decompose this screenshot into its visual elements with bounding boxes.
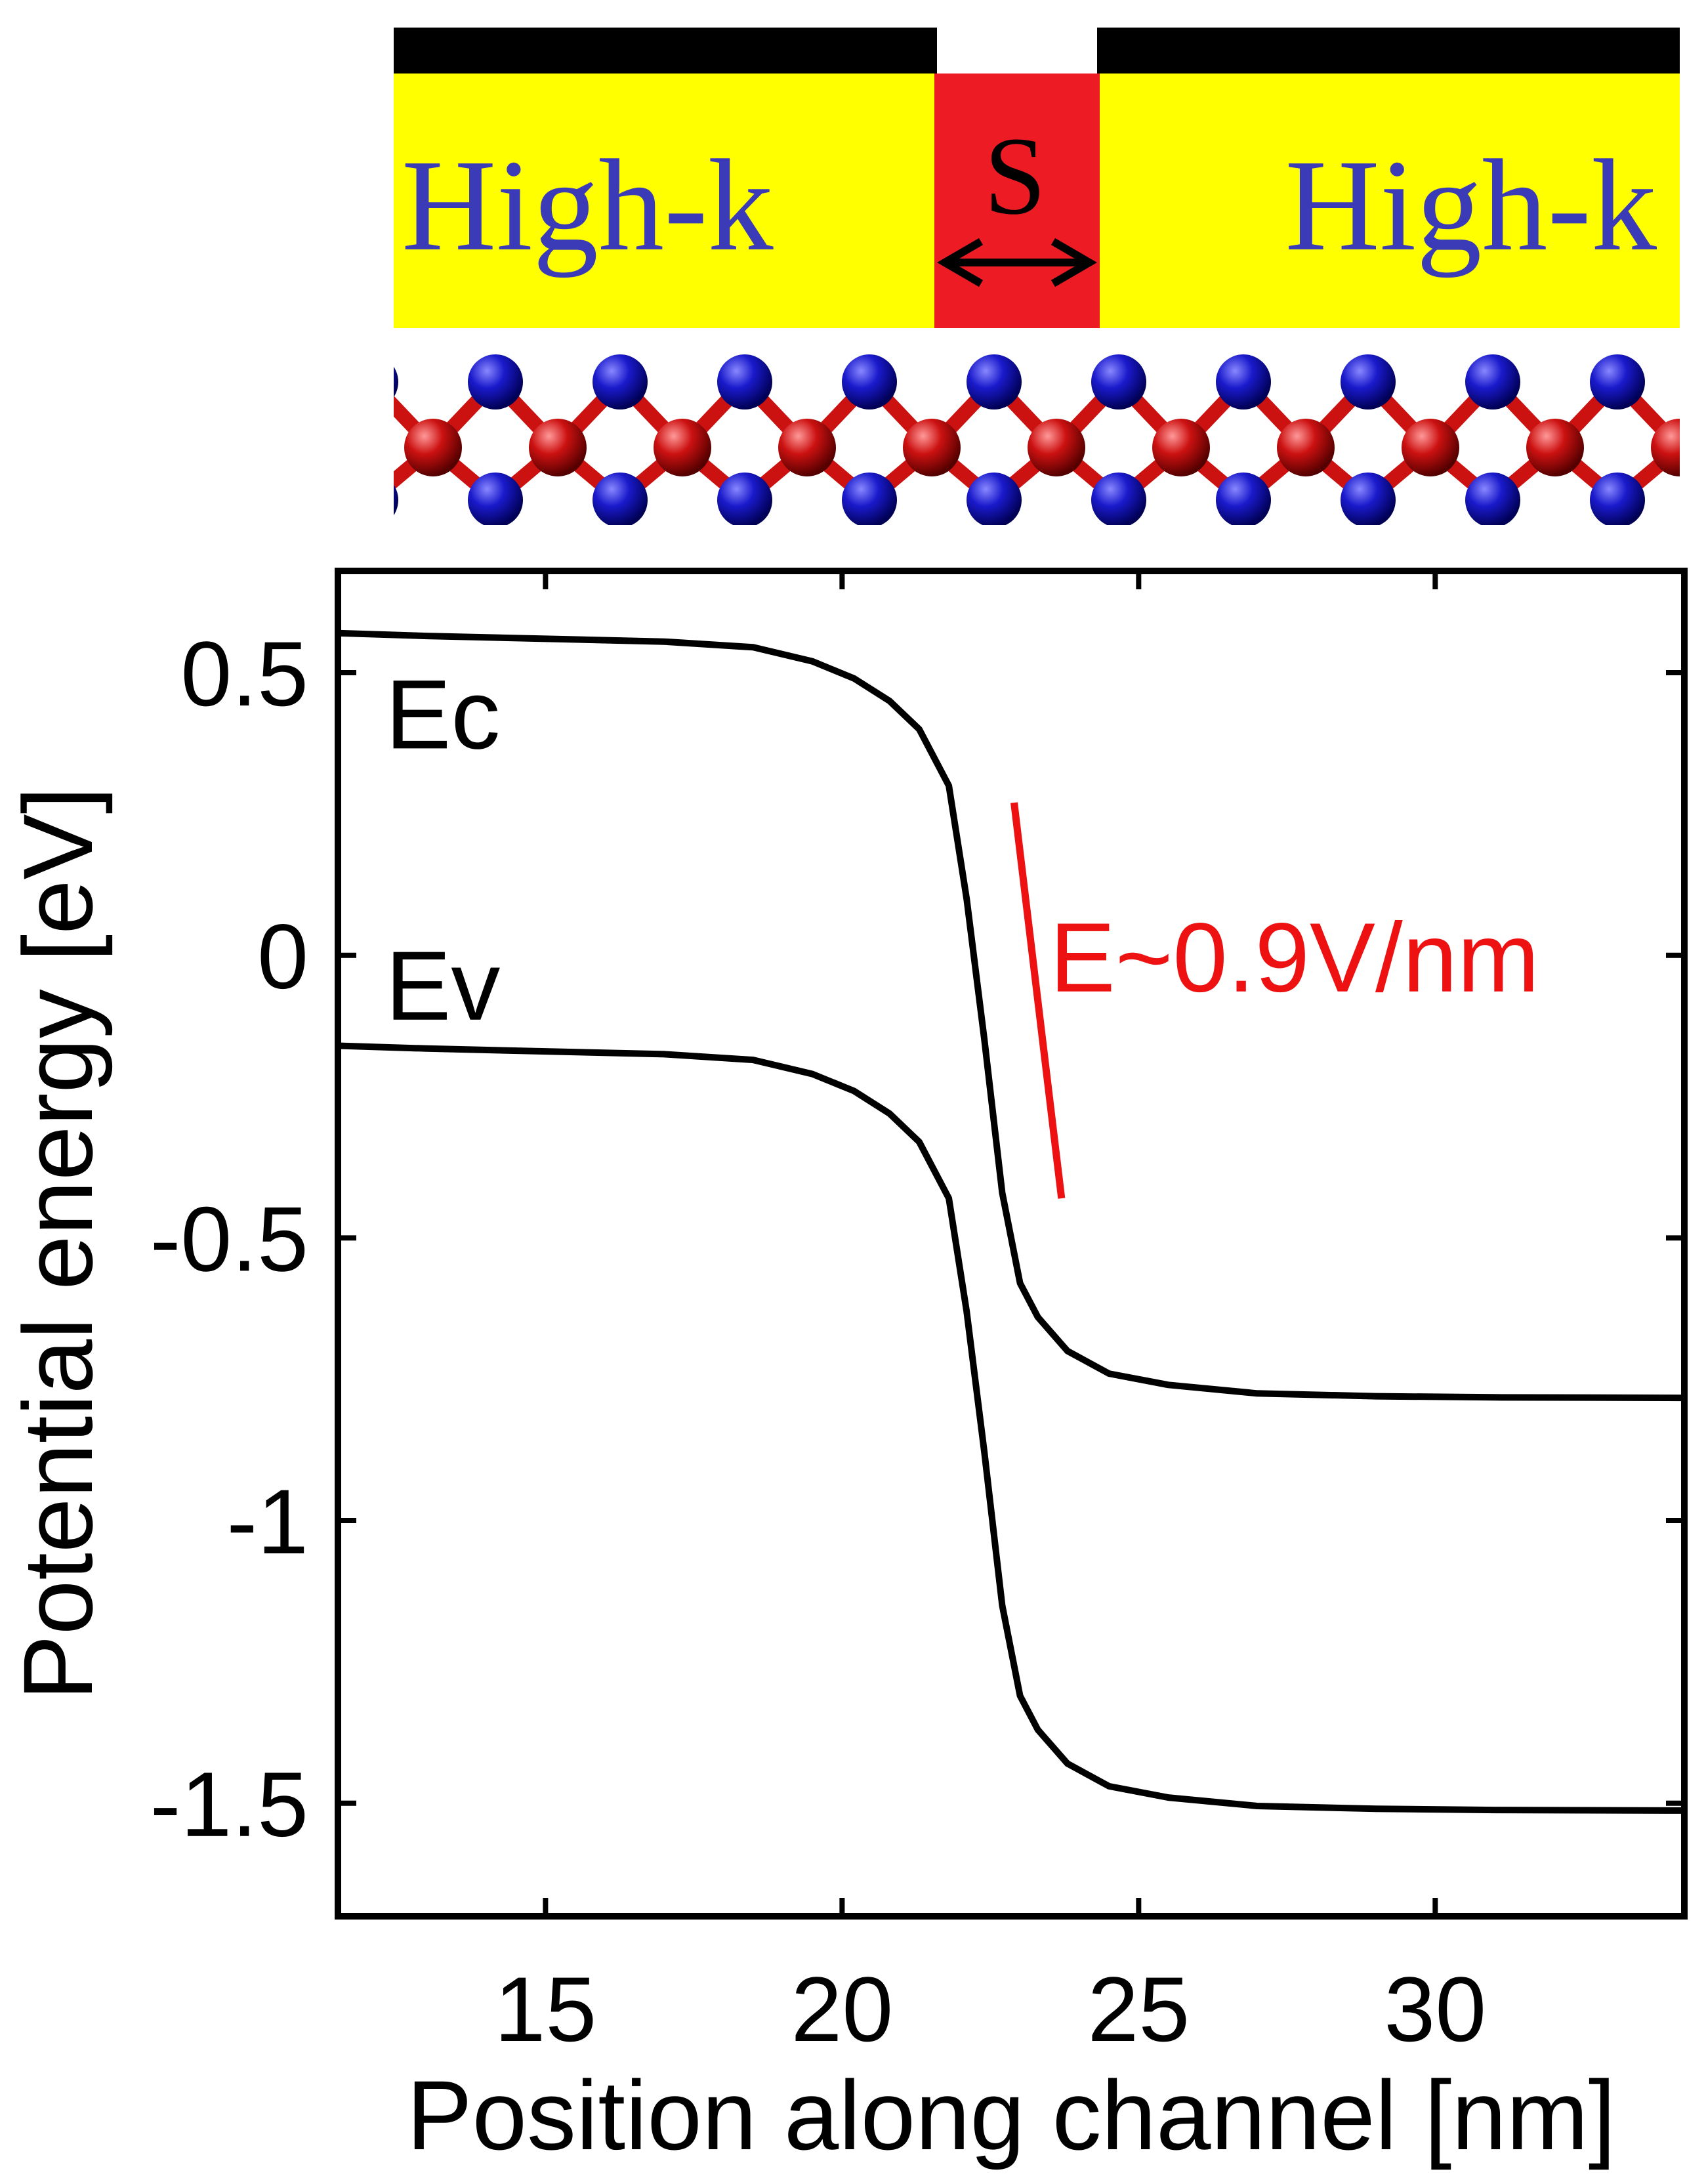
metal-atom	[1028, 419, 1085, 476]
series-line-ev	[337, 1042, 1685, 1814]
chalcogen-atom	[1341, 472, 1396, 525]
metal-atom	[654, 419, 711, 476]
band-diagram-plot: 15 20 25 30 0.5 0 -0.5 -1 -1.5 Ec Ev E~0.9V/nm Pos…	[3, 568, 1688, 2170]
chalcogen-atom	[717, 354, 772, 410]
annotation-label: Ev	[385, 931, 500, 1041]
x-tick-label: 20	[791, 1958, 894, 2061]
metal-atom	[1402, 419, 1459, 476]
high-k-right-label: High-k	[1285, 133, 1657, 278]
axis-tick-labels: 15 20 25 30 0.5 0 -0.5 -1 -1.5	[150, 622, 1486, 2061]
chalcogen-atom	[1590, 472, 1645, 525]
chalcogen-atom	[593, 354, 648, 410]
chalcogen-atom	[1590, 354, 1645, 410]
axis-ticks	[338, 571, 1684, 1916]
high-k-left-region	[394, 74, 934, 328]
y-axis-label: Potential energy [eV]	[3, 787, 113, 1701]
annotation-label: Ec	[385, 659, 500, 769]
y-tick-label: -1	[227, 1470, 308, 1573]
metal-atom	[280, 419, 337, 476]
x-axis-label: Position along channel [nm]	[407, 2060, 1616, 2170]
chalcogen-atom	[593, 472, 648, 525]
metal-atom	[1152, 419, 1210, 476]
chalcogen-atom	[967, 472, 1022, 525]
spacer-label: S	[984, 114, 1047, 238]
chalcogen-atom	[1216, 472, 1271, 525]
spacer-width-arrow	[937, 238, 1097, 287]
y-tick-label: -0.5	[150, 1187, 308, 1290]
mos2-lattice	[280, 354, 1680, 525]
series-line-ec	[337, 629, 1685, 1402]
chalcogen-atom	[1091, 472, 1146, 525]
chalcogen-atom	[1091, 354, 1146, 410]
metal-atom	[1277, 419, 1335, 476]
y-tick-label: -1.5	[150, 1753, 308, 1856]
spacer-region	[934, 74, 1100, 328]
plot-frame	[335, 568, 1688, 1920]
gate-metal-right	[1097, 28, 1680, 74]
chalcogen-atom	[842, 354, 897, 410]
metal-atom	[404, 419, 462, 476]
chalcogen-atom	[394, 484, 398, 516]
chalcogen-atom	[1465, 354, 1520, 410]
data-series	[337, 629, 1685, 1814]
metal-atom	[529, 419, 587, 476]
chalcogen-atom	[1465, 472, 1520, 525]
chalcogen-atom	[717, 472, 772, 525]
chalcogen-atom	[1216, 354, 1271, 410]
chalcogen-atom	[468, 472, 523, 525]
y-tick-label: 0.5	[180, 622, 308, 725]
metal-atom	[1651, 419, 1680, 476]
x-tick-label: 15	[495, 1958, 597, 2061]
field-slope-line	[1010, 802, 1066, 1199]
high-k-left-label: High-k	[402, 133, 774, 278]
chalcogen-atom	[1341, 354, 1396, 410]
annotations: Ec Ev E~0.9V/nm	[385, 659, 1539, 1199]
metal-atom	[778, 419, 836, 476]
x-tick-label: 30	[1384, 1958, 1486, 2061]
metal-atom	[903, 419, 961, 476]
chalcogen-atom	[394, 366, 398, 398]
y-tick-label: 0	[257, 905, 308, 1008]
device-schematic: High-k High-k S	[280, 28, 1680, 525]
x-tick-label: 25	[1087, 1958, 1190, 2061]
metal-atom	[1526, 419, 1584, 476]
chalcogen-atom	[468, 354, 523, 410]
gate-metal-left	[394, 28, 937, 74]
chalcogen-atom	[967, 354, 1022, 410]
chalcogen-atom	[842, 472, 897, 525]
annotation-label: E~0.9V/nm	[1050, 902, 1539, 1013]
high-k-right-region	[1100, 74, 1680, 328]
